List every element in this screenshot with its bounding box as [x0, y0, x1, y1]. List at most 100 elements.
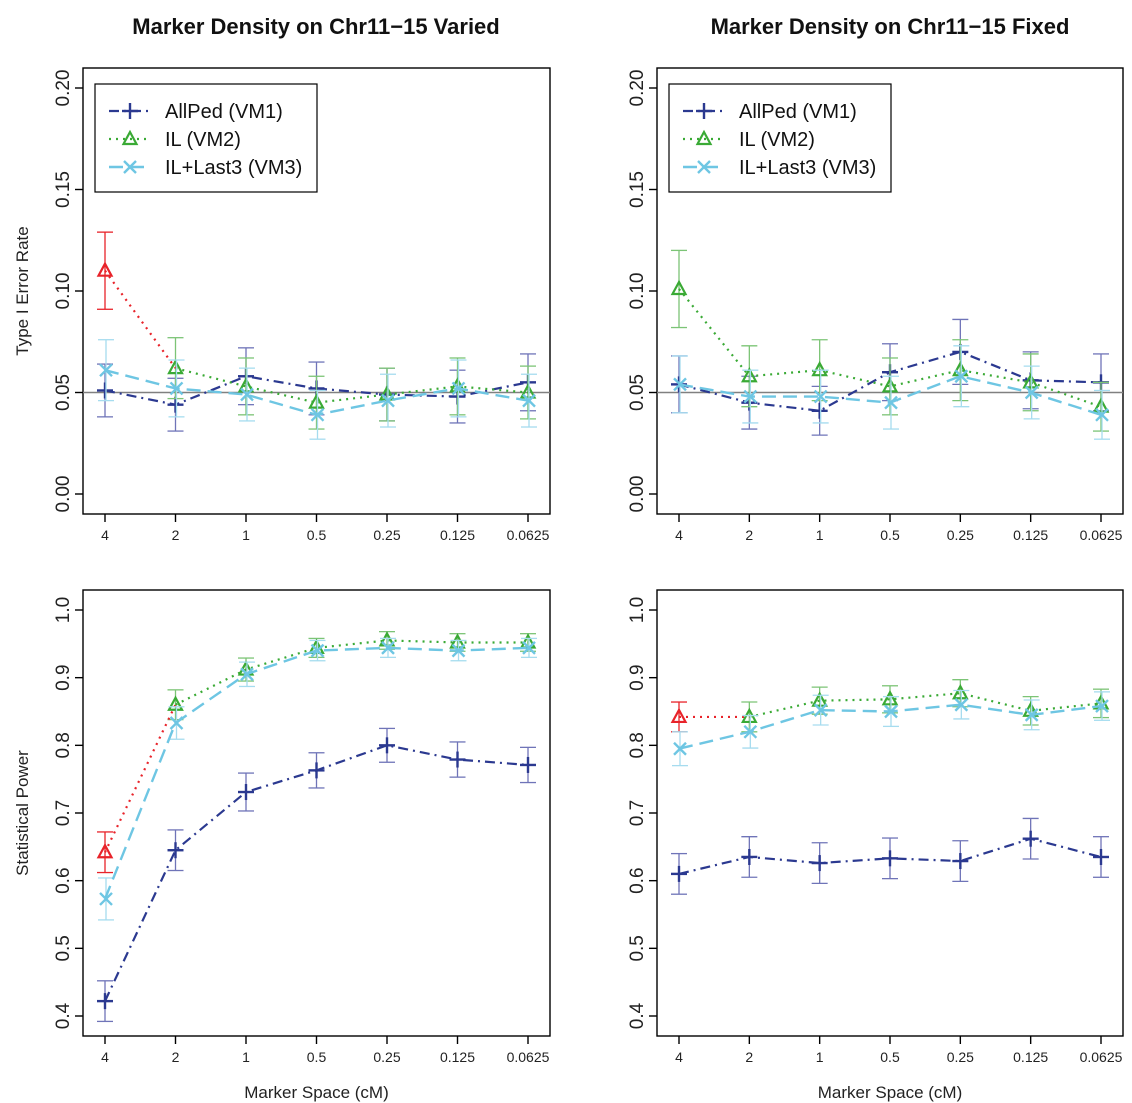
data-point-b — [240, 387, 254, 402]
data-point — [310, 643, 325, 658]
data-point — [308, 762, 325, 779]
data-point-b — [381, 641, 395, 655]
series-il_last3 — [672, 345, 1110, 440]
panel-4: 0.4 0.5 0.6 0.7 0.8 0.9 1.0 4 2 1 0.5 0.25 0.125 0.06… — [627, 589, 1124, 1102]
y-tick-label: 0.5 — [627, 935, 648, 961]
y-axis-title: Statistical Power — [13, 750, 32, 876]
data-point — [1024, 385, 1039, 400]
y-tick-label: 0.20 — [627, 70, 648, 107]
data-point — [520, 756, 536, 773]
series-il — [670, 249, 1110, 432]
data-point-b — [673, 377, 687, 392]
data-point — [743, 389, 758, 404]
data-point — [519, 383, 537, 399]
legend-label: IL+Last3 (VM3) — [165, 157, 302, 179]
data-point-b — [884, 704, 898, 719]
data-point-b — [451, 381, 466, 396]
y-tick-label: 1.0 — [627, 597, 648, 623]
series-il — [670, 679, 1110, 733]
data-point — [951, 683, 969, 700]
legend-label: AllPed (VM1) — [165, 101, 283, 123]
error-bar — [97, 831, 113, 874]
legend-item-allped: AllPed (VM1) — [109, 101, 283, 123]
error-bar — [1093, 688, 1109, 719]
legend-item-il: IL (VM2) — [109, 129, 241, 151]
legend-marker — [123, 160, 137, 174]
error-bar — [882, 357, 898, 416]
error-bar — [379, 367, 395, 422]
data-point — [743, 724, 758, 739]
x-tick-label: 1 — [242, 1049, 250, 1065]
legend-marker — [695, 129, 713, 146]
data-point — [169, 716, 184, 730]
data-point — [884, 704, 898, 719]
x-tick-label: 4 — [101, 527, 109, 543]
x-tick-label: 0.125 — [440, 527, 475, 543]
data-point — [237, 377, 255, 393]
data-point — [310, 407, 325, 422]
y-tick-label: 0.10 — [53, 273, 74, 310]
data-point-b — [673, 741, 687, 756]
data-point-b — [884, 395, 898, 410]
panel-1: 0.00 0.05 0.10 0.15 0.20 4 2 1 0.5 0.25 0.125 0.062… — [13, 67, 551, 543]
data-point — [451, 643, 466, 658]
legend-marker-b — [123, 160, 137, 174]
series-allped — [671, 817, 1109, 895]
data-point-b — [522, 641, 536, 655]
x-tick-label: 0.125 — [1013, 527, 1048, 543]
data-point — [169, 381, 184, 396]
data-point — [813, 389, 828, 404]
x-tick-label: 0.0625 — [1080, 1049, 1123, 1065]
x-tick-label: 1 — [816, 1049, 824, 1065]
data-point-b — [310, 643, 325, 658]
data-point — [451, 381, 466, 396]
error-bar — [238, 357, 254, 416]
error-bar — [952, 339, 969, 402]
legend-item-il_last3: IL+Last3 (VM3) — [109, 157, 302, 179]
data-point — [240, 387, 254, 402]
y-tick-label: 0.8 — [627, 732, 648, 758]
y-tick-label: 0.20 — [53, 70, 74, 107]
y-tick-label: 0.4 — [53, 1002, 74, 1029]
y-tick-label: 0.5 — [53, 935, 74, 961]
data-point — [881, 690, 899, 706]
y-tick-label: 0.00 — [53, 476, 74, 513]
data-point — [1093, 848, 1109, 865]
data-point — [811, 360, 829, 377]
x-tick-label: 0.0625 — [507, 527, 550, 543]
data-point — [954, 369, 969, 384]
y-axis-title: Type I Error Rate — [13, 226, 32, 355]
series-il_last3 — [98, 637, 537, 921]
data-point — [167, 695, 184, 711]
error-bar — [308, 375, 325, 430]
data-point — [1095, 699, 1109, 713]
x-tick-label: 0.25 — [373, 527, 400, 543]
data-point — [167, 396, 184, 413]
legend-label: AllPed (VM1) — [739, 101, 857, 123]
data-point-b — [743, 389, 758, 404]
x-tick-label: 1 — [242, 527, 250, 543]
series-line — [749, 692, 1102, 718]
y-tick-label: 0.00 — [627, 476, 648, 513]
x-tick-label: 0.0625 — [507, 1049, 550, 1065]
x-tick-label: 2 — [172, 527, 180, 543]
x-tick-label: 4 — [101, 1049, 109, 1065]
panel-2: 0.00 0.05 0.10 0.15 0.20 4 2 1 0.5 0.25 0.125 0.062… — [627, 67, 1124, 543]
data-point — [522, 641, 536, 655]
series-line — [175, 367, 529, 404]
data-point — [240, 667, 254, 682]
panels: 0.00 0.05 0.10 0.15 0.20 4 2 1 0.5 0.25 0.125 0.062… — [13, 67, 1124, 1102]
legend-item-il_last3: IL+Last3 (VM3) — [683, 157, 876, 179]
series-il_last3 — [672, 689, 1110, 767]
data-point — [449, 633, 466, 649]
x-tick-label: 0.5 — [880, 1049, 900, 1065]
data-point-b — [381, 393, 395, 408]
legend: AllPed (VM1) IL (VM2) IL+Last3 (VM3) — [94, 83, 318, 193]
data-point — [811, 402, 828, 419]
series-line — [678, 288, 1102, 408]
y-tick-label: 0.05 — [53, 374, 74, 411]
x-tick-label: 2 — [745, 527, 753, 543]
data-point — [167, 358, 184, 375]
data-point — [671, 865, 687, 882]
